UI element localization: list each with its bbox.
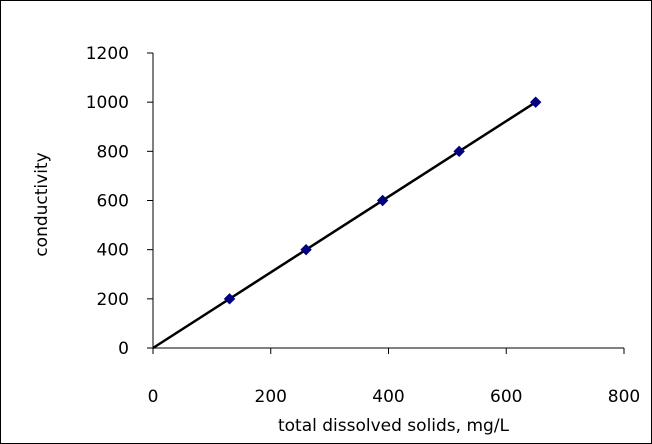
y-axis: 0 200 400 600 800 1000 1200 bbox=[86, 44, 154, 359]
x-tick-label: 0 bbox=[148, 387, 159, 407]
y-tick-label: 400 bbox=[97, 241, 129, 261]
x-tick-label: 400 bbox=[372, 387, 404, 407]
data-point bbox=[223, 293, 236, 305]
y-tick-label: 800 bbox=[97, 142, 129, 162]
x-axis-title: total dissolved solids, mg/L bbox=[278, 416, 510, 436]
x-axis: 0 200 400 600 800 bbox=[148, 347, 640, 407]
data-point bbox=[453, 145, 465, 158]
trendline bbox=[152, 101, 537, 350]
data-points bbox=[223, 96, 542, 305]
x-tick-label: 600 bbox=[490, 387, 522, 407]
data-point bbox=[376, 194, 389, 207]
y-tick-label: 1000 bbox=[86, 93, 129, 113]
x-tick-label: 200 bbox=[255, 387, 287, 407]
y-tick-label: 200 bbox=[97, 290, 129, 310]
data-point bbox=[300, 243, 312, 256]
y-axis-title: conductivity bbox=[32, 152, 52, 256]
data-point bbox=[529, 96, 542, 108]
y-tick-label: 1200 bbox=[86, 44, 129, 64]
trendline-line bbox=[152, 101, 537, 350]
x-tick-label: 800 bbox=[608, 387, 640, 407]
y-tick-label: 0 bbox=[118, 339, 129, 359]
y-tick-label: 600 bbox=[97, 192, 129, 212]
